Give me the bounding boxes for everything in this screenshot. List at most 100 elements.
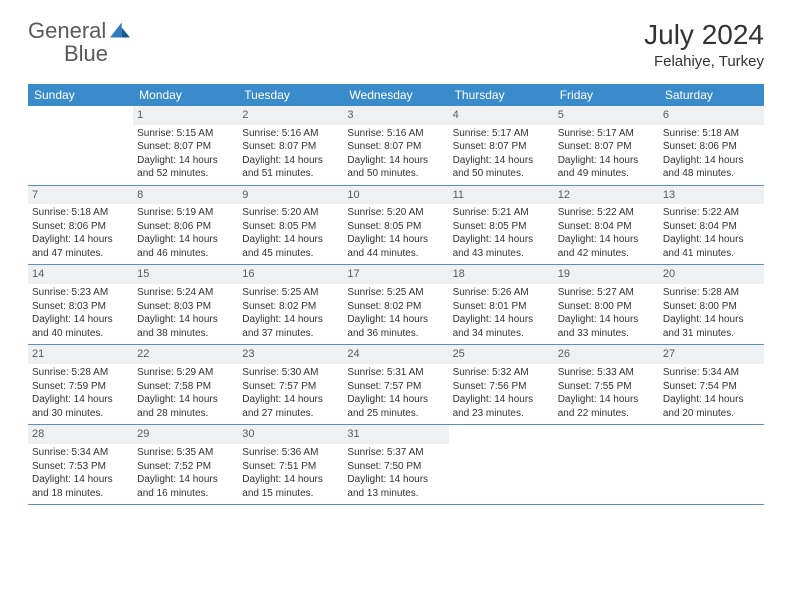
calendar-cell: 19Sunrise: 5:27 AMSunset: 8:00 PMDayligh… (554, 265, 659, 344)
day-number: 8 (133, 186, 238, 205)
sunset-line: Sunset: 7:52 PM (137, 460, 234, 474)
day-number: 27 (659, 345, 764, 364)
day-details: Sunrise: 5:18 AMSunset: 8:06 PMDaylight:… (659, 127, 764, 185)
sunset-line: Sunset: 8:06 PM (137, 220, 234, 234)
sunrise-line: Sunrise: 5:24 AM (137, 286, 234, 300)
day-number: 23 (238, 345, 343, 364)
sunrise-line: Sunrise: 5:36 AM (242, 446, 339, 460)
sunrise-line: Sunrise: 5:22 AM (663, 206, 760, 220)
day-details: Sunrise: 5:20 AMSunset: 8:05 PMDaylight:… (343, 206, 448, 264)
empty-day (554, 425, 659, 444)
sunset-line: Sunset: 8:05 PM (242, 220, 339, 234)
sunrise-line: Sunrise: 5:18 AM (663, 127, 760, 141)
day-number: 14 (28, 265, 133, 284)
sunrise-line: Sunrise: 5:21 AM (453, 206, 550, 220)
brand-logo: General Blue (28, 20, 130, 66)
calendar-cell: 14Sunrise: 5:23 AMSunset: 8:03 PMDayligh… (28, 265, 133, 344)
day-number: 30 (238, 425, 343, 444)
calendar-body: 1Sunrise: 5:15 AMSunset: 8:07 PMDaylight… (28, 106, 764, 505)
sunset-line: Sunset: 8:04 PM (663, 220, 760, 234)
sunset-line: Sunset: 8:06 PM (663, 140, 760, 154)
calendar-cell: 12Sunrise: 5:22 AMSunset: 8:04 PMDayligh… (554, 186, 659, 265)
day-details: Sunrise: 5:35 AMSunset: 7:52 PMDaylight:… (133, 446, 238, 504)
day-number: 9 (238, 186, 343, 205)
daylight-line: Daylight: 14 hours and 50 minutes. (453, 154, 550, 181)
daylight-line: Daylight: 14 hours and 37 minutes. (242, 313, 339, 340)
sunset-line: Sunset: 8:00 PM (558, 300, 655, 314)
weekday-header: Wednesday (343, 84, 448, 106)
day-number: 11 (449, 186, 554, 205)
daylight-line: Daylight: 14 hours and 33 minutes. (558, 313, 655, 340)
day-number: 3 (343, 106, 448, 125)
day-details: Sunrise: 5:16 AMSunset: 8:07 PMDaylight:… (238, 127, 343, 185)
day-number: 20 (659, 265, 764, 284)
sunset-line: Sunset: 7:55 PM (558, 380, 655, 394)
sunrise-line: Sunrise: 5:19 AM (137, 206, 234, 220)
calendar-cell: 3Sunrise: 5:16 AMSunset: 8:07 PMDaylight… (343, 106, 448, 185)
calendar-cell: 10Sunrise: 5:20 AMSunset: 8:05 PMDayligh… (343, 186, 448, 265)
calendar-cell: 6Sunrise: 5:18 AMSunset: 8:06 PMDaylight… (659, 106, 764, 185)
sunrise-line: Sunrise: 5:37 AM (347, 446, 444, 460)
calendar-cell: 17Sunrise: 5:25 AMSunset: 8:02 PMDayligh… (343, 265, 448, 344)
calendar-cell: 27Sunrise: 5:34 AMSunset: 7:54 PMDayligh… (659, 345, 764, 424)
brand-text: General Blue (28, 20, 108, 66)
day-number: 24 (343, 345, 448, 364)
day-details: Sunrise: 5:37 AMSunset: 7:50 PMDaylight:… (343, 446, 448, 504)
weekday-header: Sunday (28, 84, 133, 106)
sunset-line: Sunset: 7:53 PM (32, 460, 129, 474)
daylight-line: Daylight: 14 hours and 44 minutes. (347, 233, 444, 260)
calendar-cell (28, 106, 133, 185)
day-number: 19 (554, 265, 659, 284)
daylight-line: Daylight: 14 hours and 38 minutes. (137, 313, 234, 340)
weekday-header: Tuesday (238, 84, 343, 106)
daylight-line: Daylight: 14 hours and 28 minutes. (137, 393, 234, 420)
sunrise-line: Sunrise: 5:31 AM (347, 366, 444, 380)
empty-day (28, 106, 133, 125)
day-details: Sunrise: 5:17 AMSunset: 8:07 PMDaylight:… (449, 127, 554, 185)
weekday-header: Friday (554, 84, 659, 106)
day-number: 7 (28, 186, 133, 205)
day-details: Sunrise: 5:15 AMSunset: 8:07 PMDaylight:… (133, 127, 238, 185)
calendar-row: 14Sunrise: 5:23 AMSunset: 8:03 PMDayligh… (28, 265, 764, 345)
sunrise-line: Sunrise: 5:16 AM (347, 127, 444, 141)
sunrise-line: Sunrise: 5:30 AM (242, 366, 339, 380)
day-details: Sunrise: 5:33 AMSunset: 7:55 PMDaylight:… (554, 366, 659, 424)
sunset-line: Sunset: 8:04 PM (558, 220, 655, 234)
daylight-line: Daylight: 14 hours and 46 minutes. (137, 233, 234, 260)
brand-name-1: General (28, 18, 106, 43)
sunrise-line: Sunrise: 5:26 AM (453, 286, 550, 300)
day-details: Sunrise: 5:31 AMSunset: 7:57 PMDaylight:… (343, 366, 448, 424)
calendar-cell: 29 Sunrise: 5:35 AMSunset: 7:52 PMDayligh… (133, 425, 238, 504)
calendar-cell: 13Sunrise: 5:22 AMSunset: 8:04 PMDayligh… (659, 186, 764, 265)
sunrise-line: Sunrise: 5:33 AM (558, 366, 655, 380)
daylight-line: Daylight: 14 hours and 50 minutes. (347, 154, 444, 181)
sunset-line: Sunset: 7:57 PM (242, 380, 339, 394)
day-details: Sunrise: 5:26 AMSunset: 8:01 PMDaylight:… (449, 286, 554, 344)
day-number: 29 (133, 425, 238, 444)
calendar-cell: 30Sunrise: 5:36 AMSunset: 7:51 PMDayligh… (238, 425, 343, 504)
daylight-line: Daylight: 14 hours and 15 minutes. (242, 473, 339, 500)
sunset-line: Sunset: 8:07 PM (558, 140, 655, 154)
sunrise-line: Sunrise: 5:23 AM (32, 286, 129, 300)
calendar-cell: 24 Sunrise: 5:31 AMSunset: 7:57 PMDayligh… (343, 345, 448, 424)
daylight-line: Daylight: 14 hours and 41 minutes. (663, 233, 760, 260)
location-text: Felahiye, Turkey (644, 53, 764, 70)
sunrise-line: Sunrise: 5:20 AM (242, 206, 339, 220)
calendar-cell: 31Sunrise: 5:37 AMSunset: 7:50 PMDayligh… (343, 425, 448, 504)
header: General Blue July 2024 Felahiye, Turkey (28, 20, 764, 70)
sunrise-line: Sunrise: 5:34 AM (663, 366, 760, 380)
sunrise-line: Sunrise: 5:35 AM (137, 446, 234, 460)
calendar-cell: 9Sunrise: 5:20 AMSunset: 8:05 PMDaylight… (238, 186, 343, 265)
sunrise-line: Sunrise: 5:25 AM (242, 286, 339, 300)
day-details: Sunrise: 5:25 AMSunset: 8:02 PMDaylight:… (238, 286, 343, 344)
sunset-line: Sunset: 8:02 PM (347, 300, 444, 314)
sunset-line: Sunset: 8:02 PM (242, 300, 339, 314)
empty-day (449, 425, 554, 444)
calendar-cell: 28Sunrise: 5:34 AMSunset: 7:53 PMDayligh… (28, 425, 133, 504)
daylight-line: Daylight: 14 hours and 36 minutes. (347, 313, 444, 340)
calendar-cell (659, 425, 764, 504)
sunset-line: Sunset: 7:50 PM (347, 460, 444, 474)
daylight-line: Daylight: 14 hours and 34 minutes. (453, 313, 550, 340)
sunrise-line: Sunrise: 5:32 AM (453, 366, 550, 380)
daylight-line: Daylight: 14 hours and 25 minutes. (347, 393, 444, 420)
